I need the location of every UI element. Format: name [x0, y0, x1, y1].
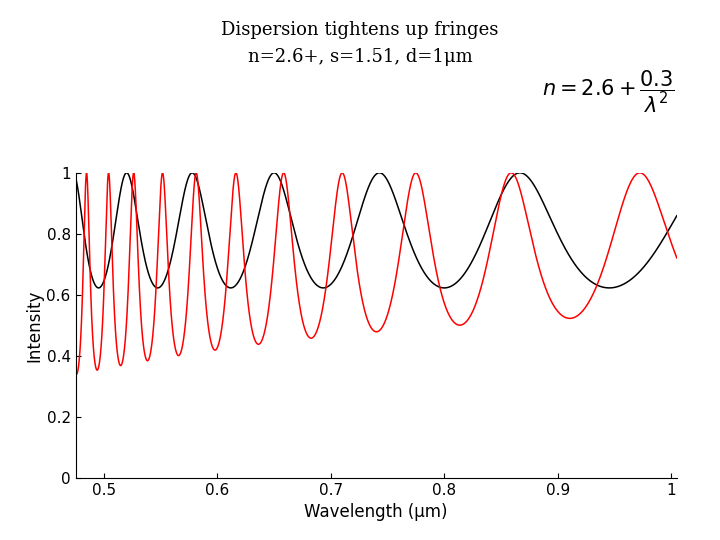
Text: Dispersion tightens up fringes: Dispersion tightens up fringes	[221, 21, 499, 39]
Text: $n = 2.6 + \dfrac{0.3}{\lambda^2}$: $n = 2.6 + \dfrac{0.3}{\lambda^2}$	[542, 69, 675, 115]
X-axis label: Wavelength (μm): Wavelength (μm)	[305, 503, 448, 521]
Y-axis label: Intensity: Intensity	[26, 289, 44, 362]
Text: n=2.6+, s=1.51, d=1μm: n=2.6+, s=1.51, d=1μm	[248, 48, 472, 66]
